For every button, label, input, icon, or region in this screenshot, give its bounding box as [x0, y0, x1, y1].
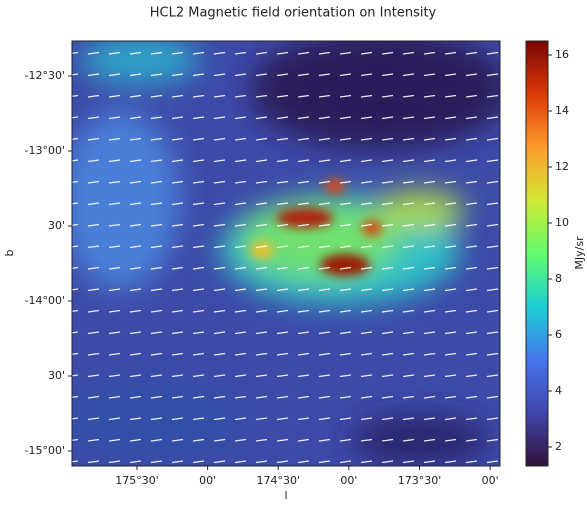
x-axis-label: l	[284, 489, 287, 502]
intensity-map	[72, 41, 500, 466]
colorbar	[525, 40, 549, 467]
y-tick-label: -13°00'	[25, 144, 66, 157]
x-tick-label: 00'	[340, 474, 357, 487]
colorbar-tick-label: 8	[555, 272, 562, 285]
colorbar-tick-label: 10	[555, 216, 569, 229]
y-tick-label: -12°30'	[25, 69, 66, 82]
colorbar-tick-label: 14	[555, 104, 569, 117]
x-tick-label: 174°30'	[256, 474, 300, 487]
colorbar-label: MJy/sr	[573, 236, 586, 270]
colorbar-tick-label: 12	[555, 160, 569, 173]
x-tick-label: 00'	[482, 474, 499, 487]
colorbar-tick-label: 2	[555, 440, 562, 453]
colorbar-tick-label: 6	[555, 328, 562, 341]
x-tick-label: 00'	[199, 474, 216, 487]
y-tick-label: -15°00'	[25, 444, 66, 457]
y-tick-label: -14°00'	[25, 294, 66, 307]
y-axis-label: b	[3, 249, 16, 256]
x-tick-label: 175°30'	[115, 474, 159, 487]
plot-frame	[71, 40, 501, 467]
colorbar-tick-label: 16	[555, 48, 569, 61]
chart-title: HCL2 Magnetic field orientation on Inten…	[150, 6, 437, 21]
x-tick-label: 173°30'	[398, 474, 442, 487]
colorbar-tick-label: 4	[555, 384, 562, 397]
y-tick-label: 30'	[48, 369, 65, 382]
y-tick-label: 30'	[48, 219, 65, 232]
